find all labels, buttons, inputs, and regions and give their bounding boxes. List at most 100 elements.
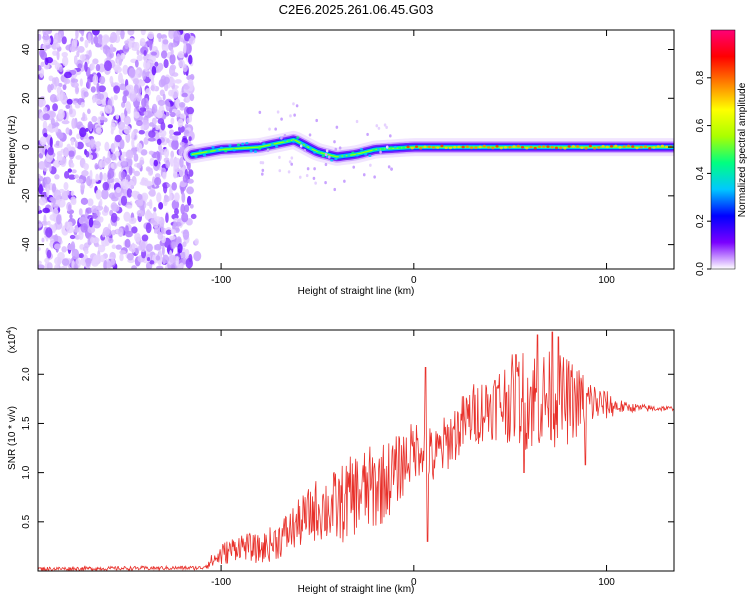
spectrogram-signal-cell xyxy=(431,146,436,149)
spectrogram-signal-cell xyxy=(444,146,448,149)
spectrogram-signal-cell xyxy=(338,155,342,158)
spectrogram-signal-cell xyxy=(330,158,334,162)
spectrogram-noise-cell xyxy=(82,137,91,143)
spectrogram-noise-cell xyxy=(38,161,46,170)
spectrogram-noise-cell xyxy=(102,34,110,44)
spectrogram-noise-cell xyxy=(116,30,122,36)
spectrogram-signal-cell xyxy=(262,142,266,145)
spectrogram-noise-cell xyxy=(189,93,195,102)
spectrogram-noise-cell xyxy=(120,52,126,60)
spectrogram-noise-cell xyxy=(48,123,53,131)
spectrogram-noise-cell xyxy=(99,254,105,263)
spectrogram-signal-cell xyxy=(423,145,427,149)
spectrogram-signal-cell xyxy=(194,155,198,158)
spectrogram-stray-cell xyxy=(333,187,337,192)
spectrogram-stray-cell xyxy=(308,133,312,137)
spectrogram-stray-cell xyxy=(261,161,265,165)
spectrogram-stray-cell xyxy=(306,167,310,171)
spectrogram-noise-cell xyxy=(170,150,175,159)
spectrogram-signal-cell xyxy=(639,145,643,149)
spectrogram-signal-cell xyxy=(584,146,588,150)
spectrogram-noise-cell xyxy=(102,172,108,182)
spectrogram-signal-cell xyxy=(347,153,351,157)
spectrogram-noise-cell xyxy=(61,258,70,266)
spectrogram-y-tick-label: 0 xyxy=(21,144,32,150)
spectrogram-noise-cell xyxy=(61,120,70,125)
spectrogram-noise-cell xyxy=(110,229,116,236)
colorbar-tick-label: 0.8 xyxy=(695,70,706,84)
spectrogram-noise-cell xyxy=(171,241,176,249)
spectrogram-noise-cell xyxy=(38,205,41,212)
spectrogram-signal-cell xyxy=(436,146,440,149)
spectrogram-noise-cell xyxy=(49,214,57,221)
spectrogram-signal-cell xyxy=(609,144,614,148)
spectrogram-noise-cell xyxy=(88,199,94,205)
spectrogram-noise-cell xyxy=(107,172,112,180)
spectrogram-signal-cell xyxy=(253,150,257,153)
spectrogram-noise-cell xyxy=(120,112,126,121)
spectrogram-noise-cell xyxy=(157,232,164,240)
spectrogram-noise-cell xyxy=(84,249,89,255)
spectrogram-noise-cell xyxy=(168,89,174,97)
spectrogram-noise-cell xyxy=(165,100,171,112)
spectrogram-noise-cell xyxy=(110,122,116,131)
spectrogram-signal-cell xyxy=(559,146,563,150)
spectrogram-noise-cell xyxy=(166,138,170,144)
spectrogram-signal-cell xyxy=(508,145,512,149)
spectrogram-signal-cell xyxy=(605,145,609,149)
spectrogram-stray-cell xyxy=(293,113,296,117)
spectrogram-signal-cell xyxy=(419,146,423,150)
spectrogram-noise-cell xyxy=(129,217,137,223)
spectrogram-signal-cell xyxy=(542,145,546,148)
spectrogram-stray-cell xyxy=(292,102,295,106)
spectrogram-noise-cell xyxy=(78,253,84,259)
spectrogram-signal-cell xyxy=(198,149,202,153)
spectrogram-noise-cell xyxy=(38,183,44,195)
spectrogram-noise-cell xyxy=(113,85,121,94)
spectrogram-noise-cell xyxy=(98,93,105,100)
spectrogram-panel: -100 0 100 -40 -20 0 20 40 Height of straight l… xyxy=(7,29,675,297)
spectrogram-noise-cell xyxy=(47,84,52,93)
spectrogram-noise-cell xyxy=(95,205,104,211)
spectrogram-noise-cell xyxy=(103,60,112,72)
spectrogram-signal-cell xyxy=(313,150,317,154)
spectrogram-noise-cell xyxy=(42,113,51,121)
spectrogram-noise-cell xyxy=(168,254,177,264)
spectrogram-noise-cell xyxy=(88,217,94,228)
spectrogram-noise-cell xyxy=(120,195,128,206)
spectrogram-noise-cell xyxy=(143,136,149,145)
spectrogram-noise-cell xyxy=(145,243,153,253)
spectrogram-noise-cell xyxy=(187,195,192,206)
spectrogram-stray-cell xyxy=(261,168,265,172)
spectrogram-noise-cell xyxy=(38,260,42,265)
spectrogram-noise-cell xyxy=(59,91,67,103)
spectrogram-noise-cell xyxy=(40,61,45,68)
spectrogram-signal-cell xyxy=(393,145,397,149)
spectrogram-signal-cell xyxy=(414,145,419,148)
spectrogram-signal-cell xyxy=(291,140,296,143)
spectrogram-signal-cell xyxy=(516,144,520,148)
spectrogram-noise-cell xyxy=(58,66,63,73)
spectrogram-noise-cell xyxy=(61,55,69,67)
spectrogram-noise xyxy=(38,30,202,269)
spectrogram-noise-cell xyxy=(62,84,67,91)
spectrogram-stray-cell xyxy=(389,134,392,138)
spectrogram-noise-cell xyxy=(112,204,120,212)
spectrogram-noise-cell xyxy=(148,189,156,197)
spectrogram-signal-cell xyxy=(224,149,228,153)
spectrogram-noise-cell xyxy=(79,78,83,87)
spectrogram-noise-cell xyxy=(94,242,100,248)
snr-frame xyxy=(37,329,675,572)
spectrogram-noise-cell xyxy=(95,189,102,200)
spectrogram-noise-cell xyxy=(154,243,162,251)
spectrogram-noise-cell xyxy=(93,35,99,45)
spectrogram-signal-cell xyxy=(563,146,567,150)
spectrogram-noise-cell xyxy=(141,97,147,108)
spectrogram-noise-cell xyxy=(136,93,142,102)
spectrogram-noise-cell xyxy=(188,136,192,142)
spectrogram-noise-cell xyxy=(129,91,137,103)
spectrogram-noise-cell xyxy=(76,133,81,140)
spectrogram-stray-cell xyxy=(327,155,331,159)
colorbar-tick-label: 0.6 xyxy=(695,118,706,132)
